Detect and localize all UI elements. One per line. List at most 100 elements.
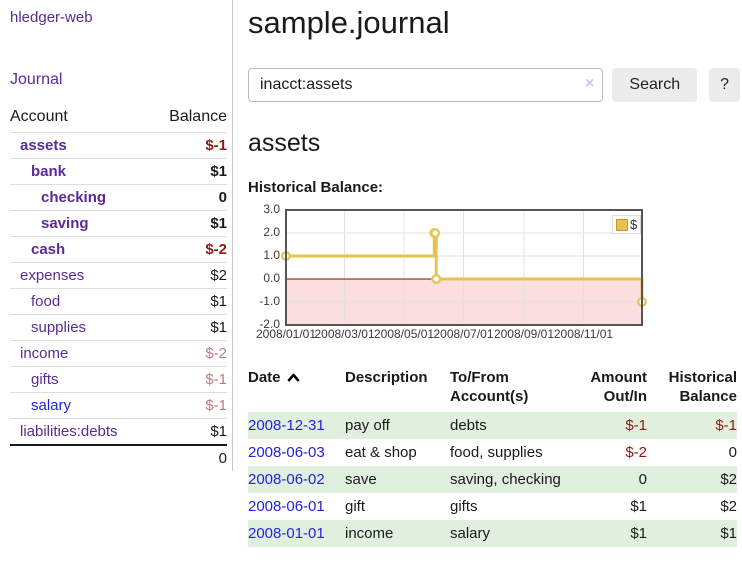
transaction-balance: $-1 [647, 412, 737, 439]
sort-ascending-icon[interactable] [287, 372, 300, 383]
transaction-description: income [345, 520, 450, 547]
account-row: salary $-1 [10, 392, 227, 419]
accounts-table-body: assets $-1 bank $1 checking 0 saving $1 cash $-2 e… [10, 132, 227, 446]
clear-search-icon[interactable]: × [585, 75, 595, 92]
x-axis-tick-label: 2008/07/01 [433, 327, 494, 341]
transaction-balance: 0 [728, 444, 737, 461]
transaction-date-link[interactable]: 2008-01-01 [248, 525, 325, 542]
transaction-date-link[interactable]: 2008-06-02 [248, 471, 325, 488]
col-header-description: Description [345, 369, 428, 386]
chart-label: Historical Balance: [248, 179, 384, 196]
y-axis-tick-label: 3.0 [263, 202, 280, 216]
account-balance: $1 [210, 319, 227, 336]
legend-label: $ [630, 217, 638, 232]
transaction-date-link[interactable]: 2008-12-31 [248, 417, 325, 434]
x-axis-tick-label: 2008/11/01 [553, 327, 614, 341]
account-link[interactable]: bank [31, 163, 67, 180]
transaction-balance: $2 [647, 466, 737, 493]
account-link[interactable]: liabilities:debts [20, 423, 118, 440]
y-axis-tick-label: 1.0 [263, 248, 280, 262]
account-balance: $-2 [205, 241, 227, 258]
account-row: expenses $2 [10, 262, 227, 289]
account-row: food $1 [10, 288, 227, 315]
account-balance: $1 [210, 293, 227, 310]
x-axis-tick-label: 2008/03/01 [314, 327, 375, 341]
account-row: liabilities:debts $1 [10, 418, 227, 446]
sidebar-item-journal[interactable]: Journal [10, 71, 63, 88]
accounts-header-balance: Balance [169, 108, 227, 125]
transaction-amount: $1 [562, 520, 647, 547]
transaction-accounts: gifts [450, 498, 478, 515]
y-axis-tick-label: -2.0 [259, 317, 280, 331]
account-link[interactable]: expenses [20, 267, 85, 284]
account-link[interactable]: supplies [31, 319, 87, 336]
transaction-row: 2008-06-03 eat & shop food, supplies $-2 0 [248, 439, 737, 466]
account-balance: $-1 [205, 137, 227, 154]
account-balance: $-1 [205, 371, 227, 388]
balance-chart: $ 3.0 2.0 1.0 0.0 -1.0 -2.0 2008/01/01 2008/03/… [248, 202, 658, 346]
account-row: cash $-2 [10, 236, 227, 263]
transaction-accounts: debts [450, 412, 562, 439]
account-balance: $1 [210, 215, 227, 232]
account-row: saving $1 [10, 210, 227, 237]
col-header-accounts: To/From Account(s) [450, 369, 529, 405]
search-button[interactable]: Search [612, 68, 698, 102]
transaction-row: 2008-01-01 income salary $1 $1 [248, 520, 737, 547]
transaction-date-link[interactable]: 2008-06-03 [248, 444, 325, 461]
account-link[interactable]: food [31, 293, 61, 310]
transaction-amount: $-1 [562, 412, 647, 439]
transactions-table-body: 2008-12-31 pay off debts $-1 $-1 2008-06-03 ea… [248, 412, 737, 547]
search-form: × Search ? [248, 68, 740, 102]
y-axis-tick-label: -1.0 [259, 294, 280, 308]
transaction-description: pay off [345, 412, 450, 439]
account-row: bank $1 [10, 158, 227, 185]
transaction-description: save [345, 466, 450, 493]
account-balance: $-2 [205, 345, 227, 362]
account-balance: $2 [210, 267, 227, 284]
transaction-description: eat & shop [345, 444, 417, 461]
account-balance: $1 [210, 423, 227, 440]
account-row: checking 0 [10, 184, 227, 211]
sidebar: hledger-web Journal Account Balance asse… [0, 0, 233, 471]
account-row: supplies $1 [10, 314, 227, 341]
search-input[interactable] [248, 68, 604, 102]
transaction-accounts: food, supplies [450, 444, 543, 461]
transaction-amount: $1 [630, 498, 647, 515]
accounts-table: Account Balance assets $-1 bank $1 checking 0… [10, 104, 227, 471]
account-row: income $-2 [10, 340, 227, 367]
account-row: assets $-1 [10, 132, 227, 159]
account-link[interactable]: income [20, 345, 69, 362]
legend-swatch-icon [616, 218, 628, 231]
x-axis-tick-label: 2008/09/01 [493, 327, 554, 341]
transaction-amount: $-2 [625, 444, 647, 461]
account-link[interactable]: assets [20, 137, 67, 154]
x-axis-tick-label: 2008/05/01 [373, 327, 435, 341]
y-axis-tick-label: 2.0 [263, 225, 280, 239]
col-header-amount: Amount Out/In [590, 369, 647, 405]
app-title-link[interactable]: hledger-web [10, 9, 93, 26]
transaction-balance: $1 [647, 520, 737, 547]
account-balance: $1 [210, 163, 227, 180]
account-balance: 0 [218, 189, 227, 206]
chart-plot-area [281, 209, 647, 326]
account-link[interactable]: checking [41, 189, 107, 206]
chart-legend: $ [612, 215, 642, 234]
col-header-balance: Historical Balance [668, 369, 737, 405]
transactions-table: Date Description To/From Account(s) Amou… [248, 366, 737, 547]
transaction-row: 2008-06-02 save saving, checking 0 $2 [248, 466, 737, 493]
main-content: sample.journal × Search ? assets Histori… [248, 0, 740, 547]
page-title: sample.journal [248, 5, 450, 40]
help-button[interactable]: ? [709, 68, 740, 102]
transaction-row: 2008-06-01 gift gifts $1 $2 [248, 493, 737, 520]
transaction-date-link[interactable]: 2008-06-01 [248, 498, 325, 515]
account-link[interactable]: saving [41, 215, 89, 232]
transaction-row: 2008-12-31 pay off debts $-1 $-1 [248, 412, 737, 439]
account-link[interactable]: cash [31, 241, 66, 258]
account-heading: assets [248, 129, 321, 157]
account-balance: $-1 [205, 397, 227, 414]
col-header-date[interactable]: Date [248, 369, 281, 386]
account-row: gifts $-1 [10, 366, 227, 393]
account-link[interactable]: gifts [31, 371, 59, 388]
transaction-description: gift [345, 498, 366, 515]
account-link[interactable]: salary [31, 397, 72, 414]
